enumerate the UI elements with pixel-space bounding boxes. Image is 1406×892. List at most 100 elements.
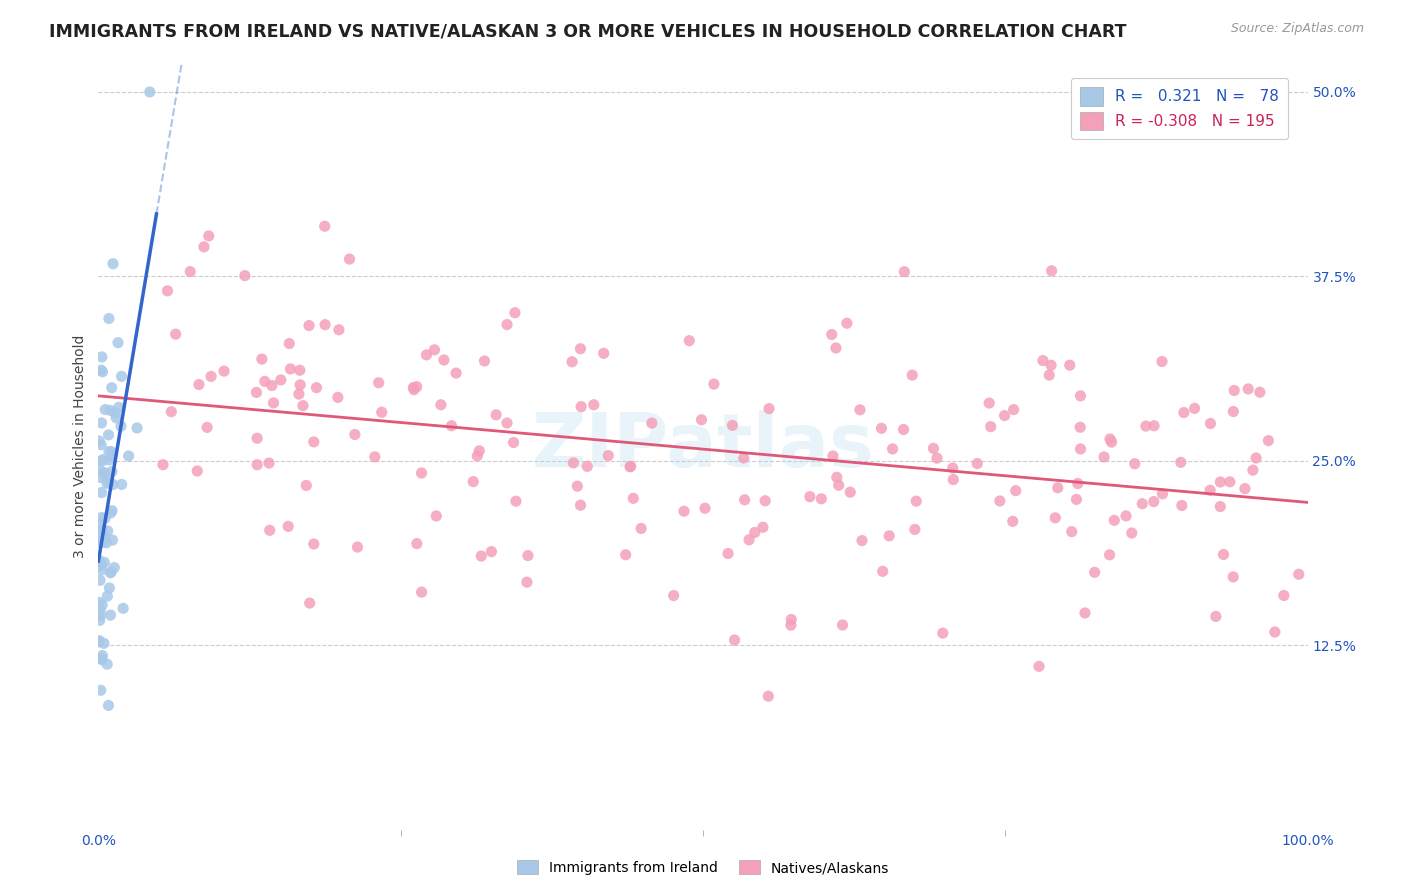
Point [799,490,821,504]
Point [402,383,425,397]
Point [89,470,111,484]
Point [100,565,122,579]
Point [98,566,121,580]
Point [821,449,844,463]
Point [1171,499,1194,513]
Point [569,342,592,356]
Point [569,400,592,414]
Text: ZIPatlas: ZIPatlas [531,409,875,483]
Point [980,419,1002,434]
Point [1032,353,1054,368]
Point [621,491,644,506]
Point [250,352,273,367]
Point [870,421,893,435]
Point [245,385,267,400]
Point [97,428,120,442]
Point [257,456,280,470]
Point [744,525,766,540]
Legend: Immigrants from Ireland, Natives/Alaskans: Immigrants from Ireland, Natives/Alaskan… [512,855,894,880]
Point [295,478,318,492]
Point [576,459,599,474]
Point [827,478,849,492]
Point [630,521,652,535]
Point [212,364,235,378]
Point [101,503,124,517]
Point [465,449,488,463]
Point [1059,358,1081,372]
Point [98,581,121,595]
Point [1212,548,1234,562]
Point [1199,417,1222,431]
Point [263,396,285,410]
Point [1045,511,1067,525]
Point [89,553,111,567]
Point [690,413,713,427]
Point [562,456,585,470]
Point [485,408,508,422]
Point [89,517,111,532]
Point [1040,264,1063,278]
Point [93,636,115,650]
Point [97,524,120,538]
Point [280,362,302,376]
Point [979,396,1001,410]
Point [463,475,485,489]
Point [810,491,832,506]
Point [468,443,491,458]
Point [1121,526,1143,541]
Point [402,380,425,394]
Point [91,452,114,467]
Point [117,449,139,463]
Point [305,381,328,395]
Point [288,377,311,392]
Point [193,240,215,254]
Point [1184,401,1206,416]
Point [738,533,761,547]
Point [614,548,637,562]
Point [96,589,118,603]
Point [97,311,120,326]
Point [94,402,117,417]
Point [371,405,394,419]
Point [932,626,955,640]
Point [1244,450,1267,465]
Point [825,470,848,484]
Point [505,494,527,508]
Point [942,473,965,487]
Point [619,459,641,474]
Point [103,560,125,574]
Point [90,651,112,665]
Point [90,438,112,452]
Point [502,435,524,450]
Point [598,449,620,463]
Point [179,265,201,279]
Text: IMMIGRANTS FROM IRELAND VS NATIVE/ALASKAN 3 OR MORE VEHICLES IN HOUSEHOLD CORREL: IMMIGRANTS FROM IRELAND VS NATIVE/ALASKA… [49,22,1126,40]
Point [851,533,873,548]
Point [470,549,492,563]
Point [105,410,128,425]
Point [112,601,135,615]
Point [411,466,433,480]
Point [433,353,456,368]
Point [1173,406,1195,420]
Point [100,450,122,464]
Point [291,399,314,413]
Point [717,547,740,561]
Point [988,494,1011,508]
Point [1272,589,1295,603]
Point [733,450,755,465]
Point [94,530,117,544]
Point [1104,513,1126,527]
Point [101,533,124,548]
Point [90,485,112,500]
Point [200,369,222,384]
Point [96,657,118,672]
Point [1040,358,1063,372]
Point [474,354,496,368]
Point [1046,481,1069,495]
Point [849,402,872,417]
Point [156,284,179,298]
Point [89,434,111,448]
Point [259,524,281,538]
Point [97,698,120,713]
